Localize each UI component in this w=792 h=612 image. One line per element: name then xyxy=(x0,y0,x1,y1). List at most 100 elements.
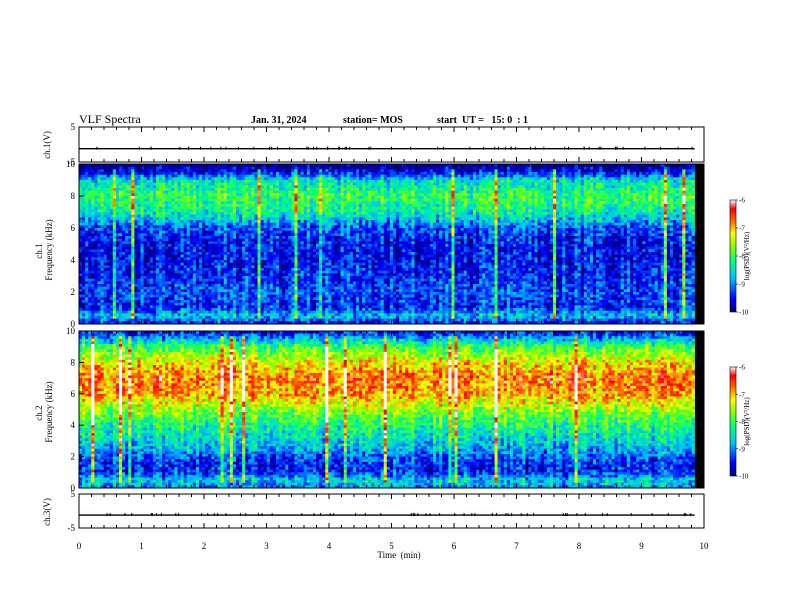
spectrogram-cell xyxy=(202,212,206,215)
spectrogram-cell xyxy=(177,193,181,197)
spectrogram-cell xyxy=(223,209,228,213)
spectrogram-cell xyxy=(214,284,218,287)
spectrogram-cell xyxy=(303,164,308,167)
spectrogram-cell xyxy=(294,212,298,215)
spectrogram-cell xyxy=(239,166,243,170)
spectrogram-cell xyxy=(208,246,212,250)
spectrogram-cell xyxy=(119,260,123,263)
spectrogram-cell xyxy=(211,233,215,237)
spectrogram-cell xyxy=(79,265,83,269)
spectrogram-cell xyxy=(79,270,83,274)
spectrogram-cell xyxy=(106,214,111,218)
spectrogram-cell xyxy=(155,204,160,207)
spectrogram-cell xyxy=(208,238,212,242)
spectrogram-cell xyxy=(122,177,126,181)
spectrogram-cell xyxy=(186,316,191,319)
spectrogram-cell xyxy=(248,260,252,263)
spectrogram-cell xyxy=(115,281,120,285)
spectrogram-cell xyxy=(195,246,200,250)
spectrogram-cell xyxy=(88,289,92,293)
spectrogram-cell xyxy=(171,225,175,229)
spectrogram-cell xyxy=(146,286,151,290)
spectrogram-cell xyxy=(239,177,243,181)
spectrogram-cell xyxy=(223,294,228,298)
spectrogram-cell xyxy=(125,217,129,221)
spectrogram-cell xyxy=(152,201,157,205)
spectrogram-cell xyxy=(106,262,111,266)
spectrogram-cell xyxy=(122,169,126,173)
spectrogram-cell xyxy=(285,236,289,239)
spectrogram-cell xyxy=(177,316,181,319)
spectrogram-cell xyxy=(112,241,117,245)
spectrogram-cell xyxy=(85,230,89,234)
spectrogram-cell xyxy=(226,308,231,311)
spectrogram-cell xyxy=(279,278,283,282)
spectrogram-cell xyxy=(226,185,231,189)
spectrogram-cell xyxy=(294,241,298,245)
spectrogram-cell xyxy=(192,270,197,274)
spectrogram-cell xyxy=(260,273,264,277)
spectrogram-cell xyxy=(85,193,89,197)
spectrogram-cell xyxy=(202,292,206,295)
spectrogram-cell xyxy=(306,225,311,229)
spectrogram-cell xyxy=(85,166,89,170)
spectrogram-cell xyxy=(155,222,160,226)
spectrogram-cell xyxy=(174,249,178,253)
spectrogram-cell xyxy=(263,254,268,258)
spectrogram-cell xyxy=(122,172,126,175)
spectrogram-cell xyxy=(109,302,114,306)
spectrogram-cell xyxy=(119,198,123,202)
spectrogram-cell xyxy=(297,313,301,317)
spectrogram-cell xyxy=(174,284,178,287)
spectrogram-cell xyxy=(260,204,264,207)
spectrogram-cell xyxy=(82,233,86,237)
spectrogram-cell xyxy=(146,209,151,213)
spectrogram-cell xyxy=(254,166,258,170)
spectrogram-cell xyxy=(325,185,329,189)
spectrogram-cell xyxy=(254,241,258,245)
spectrogram-cell xyxy=(183,193,188,197)
spectrogram-cell xyxy=(125,254,129,258)
spectrogram-cell xyxy=(134,308,138,311)
spectrogram-cell xyxy=(223,273,228,277)
spectrogram-cell xyxy=(205,166,209,170)
spectrogram-cell xyxy=(177,254,181,258)
spectrogram-cell xyxy=(189,236,194,239)
spectrogram-cell xyxy=(122,310,126,314)
spectrogram-cell xyxy=(134,220,138,223)
spectrogram-cell xyxy=(220,268,224,271)
spectrogram-cell xyxy=(282,169,286,173)
spectrogram-cell xyxy=(217,257,221,261)
spectrogram-cell xyxy=(97,270,101,274)
spectrogram-cell xyxy=(316,230,320,234)
spectrogram-cell xyxy=(202,249,206,253)
spectrogram-cell xyxy=(146,230,151,234)
spectrogram-cell xyxy=(122,297,126,301)
spectrogram-cell xyxy=(109,270,114,274)
spectrogram-cell xyxy=(223,190,228,194)
spectrogram-cell xyxy=(288,233,292,237)
spectrogram-cell xyxy=(303,254,308,258)
spectrogram-cell xyxy=(319,265,323,269)
spectrogram-cell xyxy=(97,236,101,239)
spectrogram-cell xyxy=(91,188,95,191)
spectrogram-cell xyxy=(112,316,117,319)
spectrogram-cell xyxy=(205,270,209,274)
spectrogram-cell xyxy=(251,316,255,319)
spectrogram-cell xyxy=(235,166,240,170)
spectrogram-cell xyxy=(97,313,101,317)
spectrogram-cell xyxy=(149,310,154,314)
spectrogram-cell xyxy=(266,252,271,255)
spectrogram-cell xyxy=(294,257,298,261)
spectrogram-cell xyxy=(309,190,314,194)
spectrogram-cell xyxy=(211,228,215,231)
spectrogram-cell xyxy=(88,164,92,167)
spectrogram-cell xyxy=(322,321,326,325)
spectrogram-cell xyxy=(319,289,323,293)
spectrogram-cell xyxy=(177,297,181,301)
spectrogram-cell xyxy=(134,201,138,205)
spectrogram-cell xyxy=(208,294,212,298)
spectrogram-cell xyxy=(285,289,289,293)
spectrogram-cell xyxy=(171,273,175,277)
spectrogram-cell xyxy=(316,270,320,274)
